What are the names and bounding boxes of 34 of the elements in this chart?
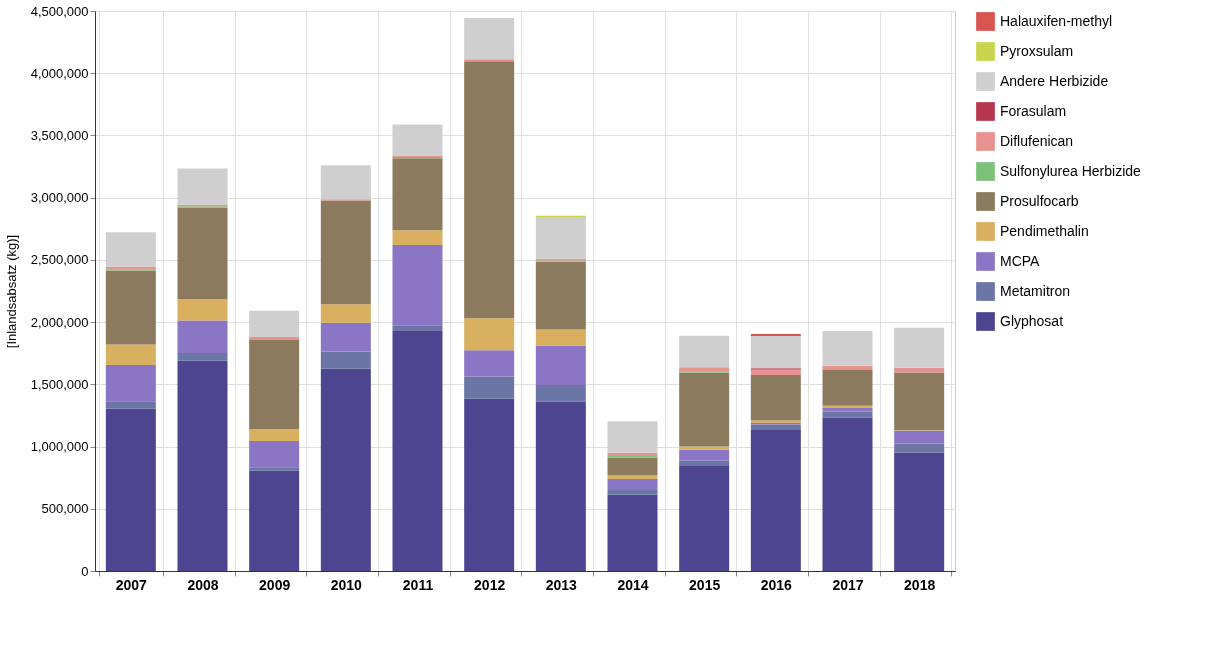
- legend-label: Forasulam: [1000, 102, 1067, 119]
- legend-label: Metamitron: [1000, 282, 1071, 299]
- y-axis-title: [Inlandsabsatz (kg)]: [3, 234, 19, 349]
- legend-label: Halauxifen-methyl: [1000, 12, 1113, 29]
- y-tick-label: 3,500,000: [30, 127, 89, 143]
- x-tick-label: 2007: [115, 576, 148, 593]
- x-tick-label: 2015: [689, 576, 721, 593]
- x-tick-label: 2009: [259, 576, 291, 593]
- x-tick-label: 2011: [402, 576, 434, 593]
- x-tick-label: 2013: [545, 576, 578, 593]
- legend-label: Diflufenican: [1000, 132, 1074, 149]
- y-tick-label: 1,500,000: [30, 376, 89, 392]
- x-tick-label: 2014: [617, 576, 649, 593]
- y-tick-label: 4,500,000: [30, 3, 89, 19]
- legend-label: Andere Herbizide: [1000, 72, 1109, 89]
- x-tick-label: 2018: [904, 576, 936, 593]
- legend-label: Glyphosat: [1000, 312, 1064, 329]
- legend-label: Pyroxsulam: [1000, 42, 1074, 59]
- y-tick-label: 3,000,000: [30, 190, 89, 206]
- legend-label: MCPA: [1000, 252, 1041, 269]
- x-tick-label: 2017: [832, 576, 864, 593]
- legend-label: Sulfonylurea Herbizide: [1000, 162, 1142, 179]
- legend-label: Prosulfocarb: [1000, 192, 1079, 209]
- y-tick-label: 0: [81, 563, 89, 579]
- y-tick-label: 2,000,000: [30, 314, 89, 330]
- legend-label: Pendimethalin: [1000, 222, 1089, 239]
- y-tick-label: 1,000,000: [30, 439, 89, 455]
- x-tick-label: 2016: [760, 576, 793, 593]
- x-tick-label: 2012: [474, 576, 506, 593]
- y-tick-label: 4,000,000: [30, 65, 89, 81]
- x-tick-label: 2008: [187, 576, 219, 593]
- y-tick-label: 2,500,000: [30, 252, 89, 268]
- y-tick-label: 500,000: [41, 501, 89, 517]
- x-tick-label: 2010: [330, 576, 363, 593]
